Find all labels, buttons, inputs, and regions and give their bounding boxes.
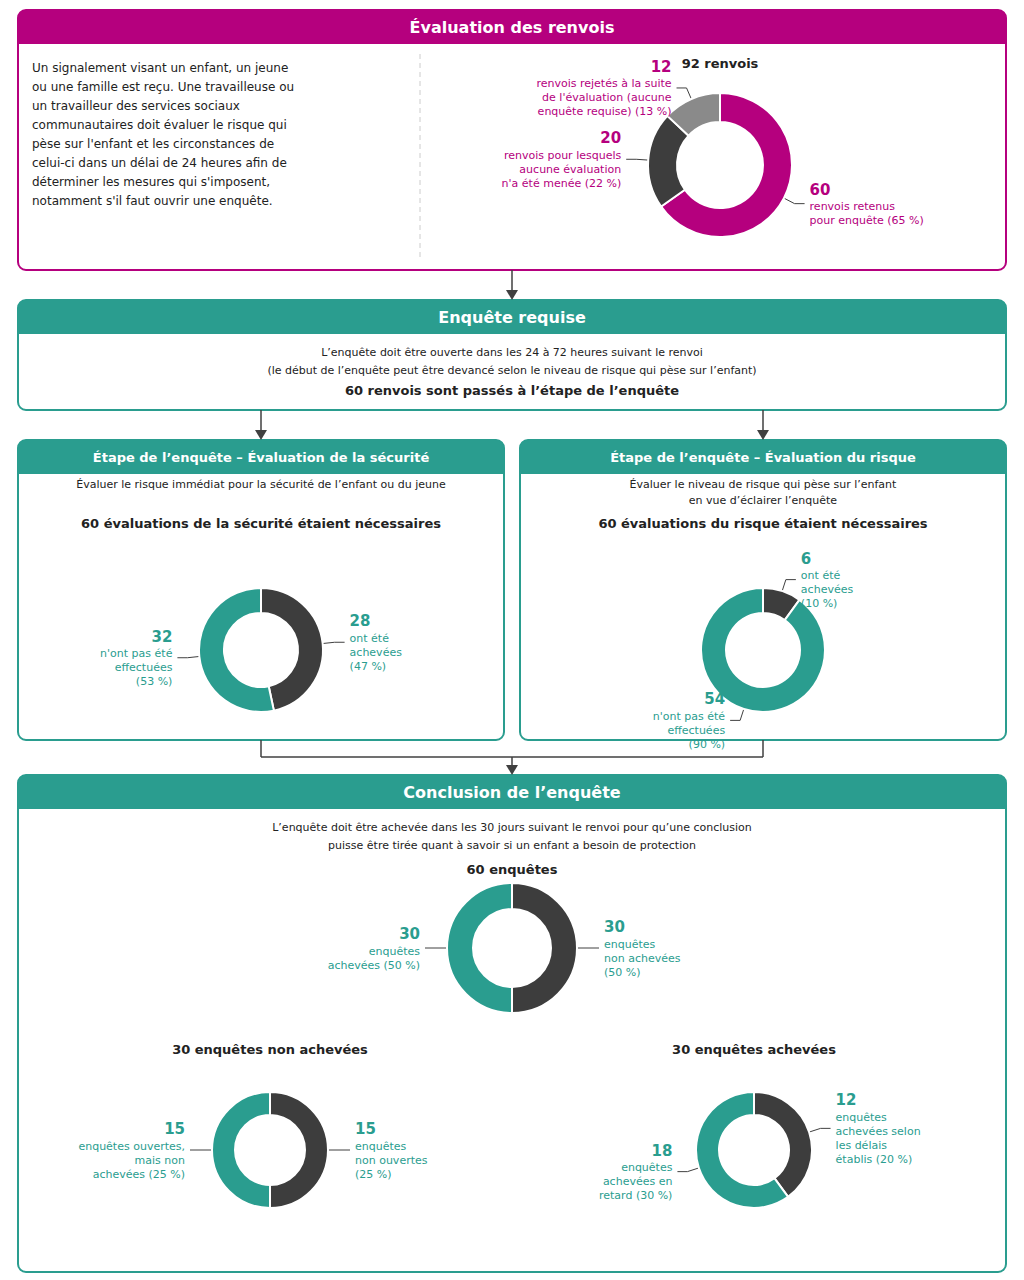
svg-text:L’enquête doit être ouverte da: L’enquête doit être ouverte dans les 24 … [321,346,703,359]
svg-text:non ouvertes: non ouvertes [355,1154,428,1167]
svg-text:Évaluer le niveau de risque qu: Évaluer le niveau de risque qui pèse sur… [630,478,897,491]
svg-text:L’enquête doit être achevée da: L’enquête doit être achevée dans les 30 … [272,821,752,834]
svg-text:ont été: ont été [801,569,841,582]
svg-text:retard (30 %): retard (30 %) [599,1189,672,1202]
svg-text:60: 60 [810,181,831,199]
svg-text:(25 %): (25 %) [355,1168,392,1181]
svg-text:mais non: mais non [135,1154,185,1167]
svg-text:12: 12 [836,1091,857,1109]
svg-text:puisse être tirée quant à savo: puisse être tirée quant à savoir si un e… [328,839,696,852]
svg-text:pour enquête (65 %): pour enquête (65 %) [810,214,924,227]
svg-text:32: 32 [152,628,173,646]
svg-text:(le début de l’enquête peut êt: (le début de l’enquête peut être devancé… [267,364,756,377]
svg-text:établis (20 %): établis (20 %) [836,1153,913,1166]
svg-text:enquête requise) (13 %): enquête requise) (13 %) [538,105,672,118]
svg-text:28: 28 [350,612,371,630]
svg-text:60 évaluations de la sécurité: 60 évaluations de la sécurité étaient né… [81,516,441,531]
svg-text:celui-ci dans un délai de 24 h: celui-ci dans un délai de 24 heures afin… [32,156,287,170]
svg-text:Étape de l’enquête – Évaluatio: Étape de l’enquête – Évaluation de la sé… [93,450,430,465]
svg-text:n'ont pas été: n'ont pas été [653,710,726,723]
svg-text:pèse sur l'enfant et les circo: pèse sur l'enfant et les circonstances d… [32,137,274,151]
svg-text:enquêtes: enquêtes [621,1161,673,1174]
svg-text:54: 54 [704,690,725,708]
svg-text:Étape de l’enquête – Évaluatio: Étape de l’enquête – Évaluation du risqu… [610,450,916,465]
svg-text:aucune évaluation: aucune évaluation [519,163,621,176]
svg-text:Conclusion de l’enquête: Conclusion de l’enquête [403,783,620,802]
svg-text:18: 18 [652,1142,673,1160]
svg-text:enquêtes: enquêtes [604,938,656,951]
svg-text:communautaires doit évaluer le: communautaires doit évaluer le risque qu… [32,118,287,132]
svg-text:notamment s'il faut ouvrir une: notamment s'il faut ouvrir une enquête. [32,194,273,208]
svg-text:30: 30 [604,918,625,936]
svg-text:Évaluation des renvois: Évaluation des renvois [410,18,615,37]
svg-text:60 renvois sont passés à l’éta: 60 renvois sont passés à l’étape de l’en… [345,383,679,398]
svg-text:ont été: ont été [350,632,390,645]
svg-text:30: 30 [399,925,420,943]
svg-text:enquêtes ouvertes,: enquêtes ouvertes, [78,1140,185,1153]
svg-text:15: 15 [164,1120,185,1138]
svg-text:30 enquêtes achevées: 30 enquêtes achevées [672,1042,836,1057]
svg-text:92 renvois: 92 renvois [682,56,759,71]
svg-text:renvois retenus: renvois retenus [810,200,896,213]
svg-text:effectuées: effectuées [667,724,725,737]
svg-text:enquêtes: enquêtes [369,945,421,958]
svg-text:renvois pour lesquels: renvois pour lesquels [504,149,622,162]
svg-text:(10 %): (10 %) [801,597,838,610]
svg-text:n'ont pas été: n'ont pas été [100,647,173,660]
svg-text:12: 12 [651,58,672,76]
svg-text:achevées en: achevées en [603,1175,673,1188]
svg-text:60 enquêtes: 60 enquêtes [467,862,558,877]
svg-text:un travailleur des services so: un travailleur des services sociaux [32,99,240,113]
svg-text:renvois rejetés à la suite: renvois rejetés à la suite [536,77,671,90]
svg-text:achevées (25 %): achevées (25 %) [93,1168,185,1181]
svg-text:de l'évaluation (aucune: de l'évaluation (aucune [542,91,672,104]
svg-text:20: 20 [600,129,621,147]
svg-text:15: 15 [355,1120,376,1138]
svg-text:déterminer les mesures qui s'i: déterminer les mesures qui s'imposent, [32,175,270,189]
svg-text:ou une famille est reçu. Une t: ou une famille est reçu. Une travailleus… [32,80,294,94]
svg-text:achevées: achevées [350,646,403,659]
svg-text:en vue d’éclairer l’enquête: en vue d’éclairer l’enquête [689,494,838,507]
svg-text:60 évaluations du risque étaie: 60 évaluations du risque étaient nécessa… [598,516,927,531]
svg-text:enquêtes: enquêtes [355,1140,407,1153]
svg-text:effectuées: effectuées [115,661,173,674]
svg-text:6: 6 [801,550,811,568]
svg-text:achevées (50 %): achevées (50 %) [328,959,420,972]
svg-text:(90 %): (90 %) [689,738,726,751]
svg-text:achevées selon: achevées selon [836,1125,921,1138]
svg-text:enquêtes: enquêtes [836,1111,888,1124]
svg-text:Un signalement visant un enfan: Un signalement visant un enfant, un jeun… [32,61,288,75]
svg-text:les délais: les délais [836,1139,888,1152]
svg-text:non achevées: non achevées [604,952,681,965]
svg-text:Enquête requise: Enquête requise [438,308,586,327]
svg-text:(47 %): (47 %) [350,660,387,673]
svg-text:30 enquêtes non achevées: 30 enquêtes non achevées [172,1042,368,1057]
svg-text:achevées: achevées [801,583,854,596]
svg-text:(53 %): (53 %) [136,675,173,688]
svg-text:Évaluer le risque immédiat pou: Évaluer le risque immédiat pour la sécur… [76,478,446,491]
svg-text:n'a été menée (22 %): n'a été menée (22 %) [502,177,622,190]
svg-text:(50 %): (50 %) [604,966,641,979]
